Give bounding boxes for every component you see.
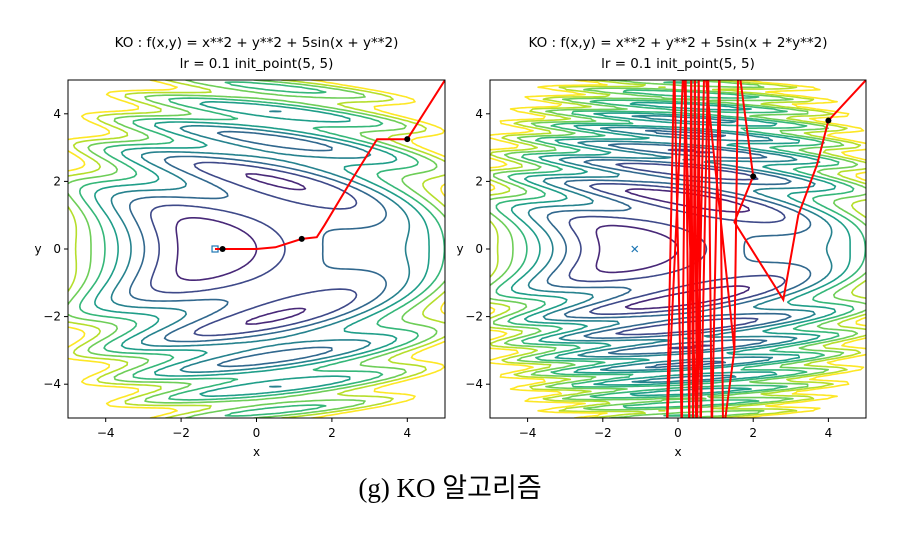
x-tick-label: 0 bbox=[674, 426, 682, 440]
checkpoint bbox=[404, 136, 411, 143]
optimizer-path bbox=[215, 80, 445, 250]
chart-title: KO : f(x,y) = x**2 + y**2 + 5sin(x + 2*y… bbox=[528, 35, 827, 51]
contour-line bbox=[175, 173, 307, 325]
subplot: KO : f(x,y) = x**2 + y**2 + 5sin(x + y**… bbox=[34, 35, 446, 459]
x-tick-label: 4 bbox=[825, 426, 833, 440]
plot-area bbox=[490, 80, 866, 418]
x-axis-label: x bbox=[253, 445, 260, 459]
x-tick-label: 2 bbox=[749, 426, 757, 440]
y-tick-label: 2 bbox=[53, 174, 61, 188]
x-tick-label: −4 bbox=[97, 426, 115, 440]
checkpoint bbox=[825, 117, 832, 124]
y-tick-label: 4 bbox=[475, 107, 483, 121]
checkpoint bbox=[750, 173, 757, 180]
x-tick-label: −2 bbox=[594, 426, 612, 440]
y-tick-label: 0 bbox=[53, 242, 61, 256]
y-tick-label: 2 bbox=[475, 174, 483, 188]
minimum-marker bbox=[631, 245, 639, 253]
contour-line bbox=[129, 130, 387, 368]
x-tick-label: 4 bbox=[403, 426, 411, 440]
contour-line bbox=[527, 115, 833, 383]
chart-title: KO : f(x,y) = x**2 + y**2 + 5sin(x + y**… bbox=[115, 35, 399, 51]
chart-subtitle: lr = 0.1 init_point(5, 5) bbox=[180, 56, 334, 72]
contour-line bbox=[79, 81, 445, 417]
x-tick-label: 2 bbox=[328, 426, 336, 440]
y-axis-label: y bbox=[456, 242, 463, 256]
x-axis-label: x bbox=[674, 445, 681, 459]
contour-line bbox=[150, 161, 358, 337]
y-axis-label: y bbox=[34, 242, 41, 256]
y-tick-label: −4 bbox=[465, 377, 483, 391]
contour-line bbox=[94, 101, 430, 397]
chart-subtitle: lr = 0.1 init_point(5, 5) bbox=[601, 56, 755, 72]
y-tick-label: −2 bbox=[43, 310, 61, 324]
optimizer-path bbox=[666, 80, 866, 418]
y-tick-label: −2 bbox=[465, 310, 483, 324]
contour-line bbox=[110, 110, 411, 388]
contour-line bbox=[495, 81, 866, 417]
x-tick-label: 0 bbox=[253, 426, 261, 440]
y-tick-label: 0 bbox=[475, 242, 483, 256]
checkpoint bbox=[219, 246, 226, 252]
y-tick-label: 4 bbox=[53, 107, 61, 121]
x-tick-label: −2 bbox=[172, 426, 190, 440]
subplot: KO : f(x,y) = x**2 + y**2 + 5sin(x + 2*y… bbox=[456, 35, 867, 459]
caption: (g) KO 알고리즘 bbox=[358, 473, 541, 503]
checkpoint bbox=[298, 235, 305, 242]
x-tick-label: −4 bbox=[519, 426, 537, 440]
plot-area bbox=[68, 80, 445, 418]
y-tick-label: −4 bbox=[43, 377, 61, 391]
